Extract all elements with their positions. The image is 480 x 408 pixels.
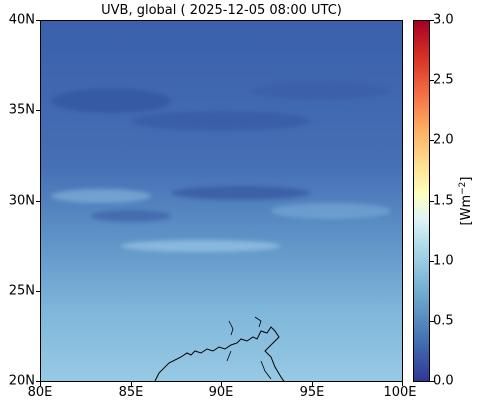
y-tick-label: 20N	[8, 373, 35, 389]
uvb-field	[41, 21, 402, 381]
x-tickmark	[40, 382, 41, 386]
x-tick-label: 90E	[208, 385, 234, 400]
colorbar-tickmark	[430, 80, 434, 81]
colorbar-tick-label: 0.5	[433, 313, 454, 329]
y-tick-label: 40N	[8, 12, 35, 28]
y-tickmark	[36, 381, 40, 382]
colorbar-tickmark	[430, 20, 434, 21]
colorbar-tickmark	[430, 140, 434, 141]
x-tick-label: 85E	[118, 385, 144, 400]
colorbar-tick-label: 3.0	[433, 12, 454, 28]
x-tick-label: 95E	[299, 385, 325, 400]
x-tick-label: 100E	[383, 385, 417, 400]
coastline-east	[226, 316, 272, 380]
x-tickmark	[131, 382, 132, 386]
colorbar-tickmark	[430, 201, 434, 202]
colorbar-tickmark	[430, 381, 434, 382]
colorbar-tickmark	[430, 321, 434, 322]
colorbar-tick-label: 0.0	[433, 373, 454, 389]
colorbar-tick-label: 2.0	[433, 132, 454, 148]
colorbar-tickmark	[430, 261, 434, 262]
x-tickmark	[312, 382, 313, 386]
colorbar-tick-label: 1.0	[433, 253, 454, 269]
y-tickmark	[36, 291, 40, 292]
y-tick-label: 25N	[8, 283, 35, 299]
y-tick-label: 35N	[8, 102, 35, 118]
x-tickmark	[221, 382, 222, 386]
colorbar-tick-label: 1.5	[433, 193, 454, 209]
y-tick-label: 30N	[8, 193, 35, 209]
colorbar-label: [Wm−2]	[457, 176, 475, 226]
y-tickmark	[36, 20, 40, 21]
x-tick-label: 80E	[27, 385, 53, 400]
coastline	[154, 326, 285, 381]
y-tickmark	[36, 201, 40, 202]
map-panel	[40, 20, 403, 382]
colorbar	[413, 20, 430, 382]
map-title: UVB, global ( 2025-12-05 08:00 UTC)	[101, 3, 342, 18]
y-tickmark	[36, 110, 40, 111]
x-tickmark	[402, 382, 403, 386]
cloud-texture	[51, 82, 391, 252]
colorbar-tick-label: 2.5	[433, 72, 454, 88]
